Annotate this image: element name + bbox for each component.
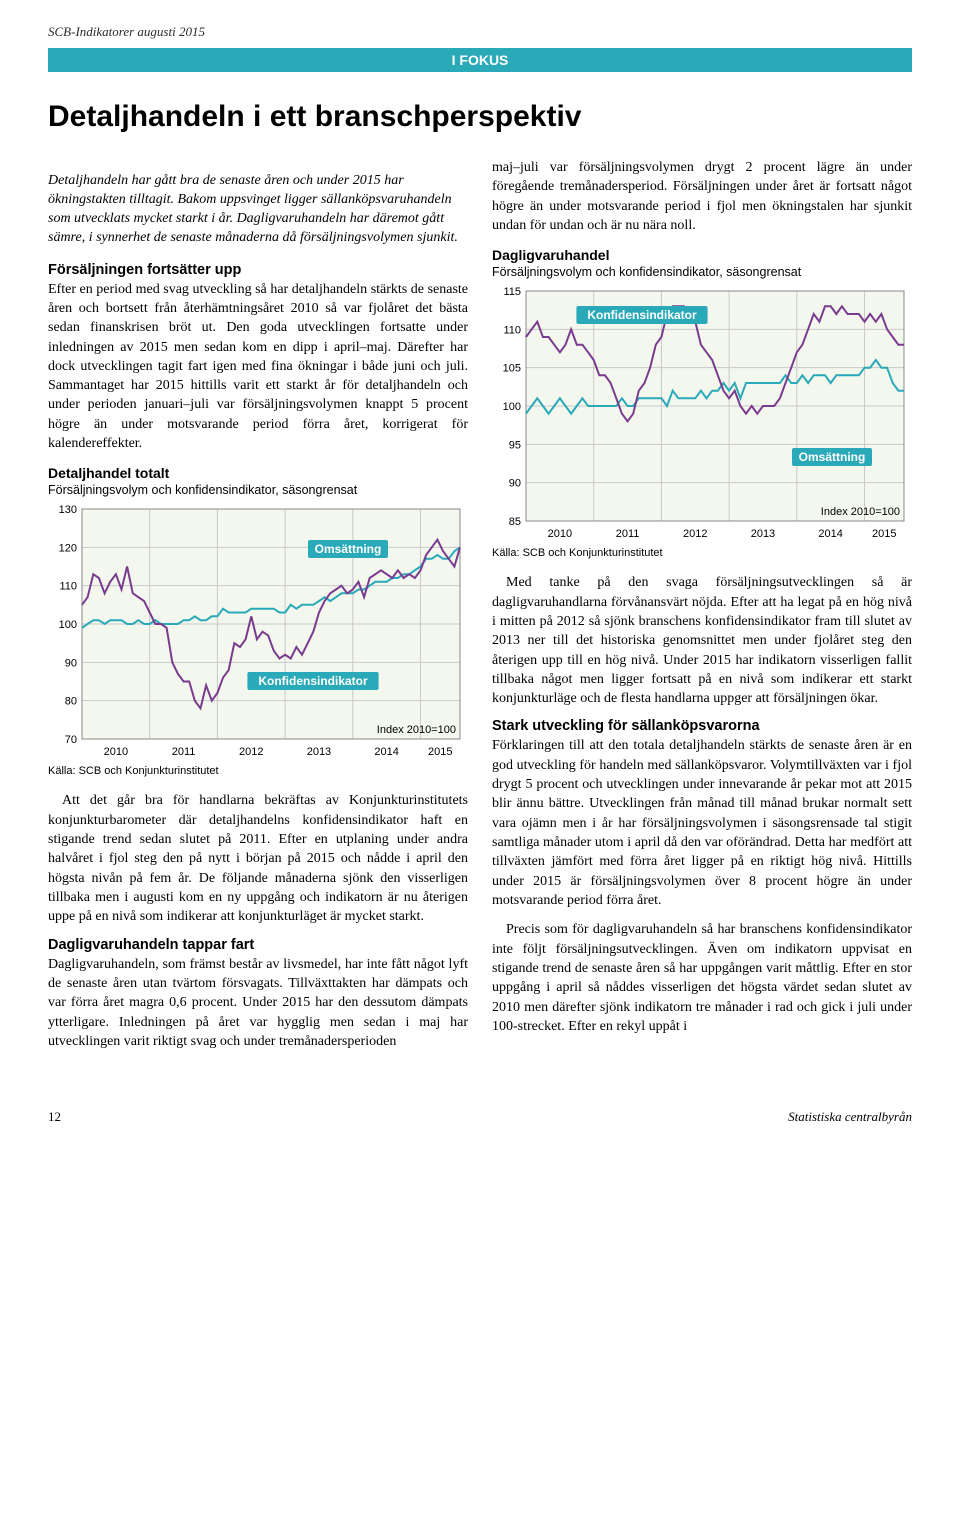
svg-text:Konfidensindikator: Konfidensindikator (587, 308, 697, 322)
svg-text:2011: 2011 (172, 746, 196, 758)
svg-text:70: 70 (65, 734, 77, 746)
svg-text:2015: 2015 (428, 746, 452, 758)
svg-text:130: 130 (59, 504, 77, 516)
chart-source: Källa: SCB och Konjunkturinstitutet (492, 547, 912, 559)
chart-source: Källa: SCB och Konjunkturinstitutet (48, 765, 468, 777)
page-footer: 12 Statistiska centralbyrån (48, 1109, 912, 1125)
svg-text:90: 90 (509, 478, 521, 490)
chart-detaljhandel-totalt: Detaljhandel totalt Försäljningsvolym oc… (48, 465, 468, 777)
body-paragraph: Dagligvaruhandeln, som främst består av … (48, 955, 468, 1052)
svg-text:100: 100 (59, 619, 77, 631)
page-title: Detaljhandeln i ett branschperspektiv (48, 100, 912, 134)
svg-text:115: 115 (503, 286, 521, 298)
svg-text:105: 105 (503, 363, 521, 375)
running-head: SCB-Indikatorer augusti 2015 (48, 24, 912, 40)
section-head: Stark utveckling för sällanköpsvarorna (492, 718, 912, 734)
svg-text:2013: 2013 (751, 528, 775, 540)
left-column: Detaljhandeln har gått bra de senaste år… (48, 158, 468, 1061)
svg-text:Omsättning: Omsättning (799, 450, 866, 464)
chart-title: Detaljhandel totalt (48, 465, 468, 481)
content-columns: Detaljhandeln har gått bra de senaste år… (48, 158, 912, 1061)
chart-svg: 85 90 95 100 105 110 115 2010 2011 2012 2013 2014 20… (492, 285, 912, 545)
svg-text:90: 90 (65, 658, 77, 670)
chart-subtitle: Försäljningsvolym och konfidensindikator… (48, 483, 468, 497)
svg-text:110: 110 (59, 581, 77, 593)
svg-text:2011: 2011 (616, 528, 640, 540)
intro-paragraph: Detaljhandeln har gått bra de senaste år… (48, 172, 468, 248)
chart-svg: 70 80 90 100 110 120 130 2010 2011 2012 2013 2014 20… (48, 503, 468, 763)
svg-text:110: 110 (503, 325, 521, 337)
body-paragraph: Precis som för dagligvaruhandeln så har … (492, 920, 912, 1036)
chart-title: Dagligvaruhandel (492, 247, 912, 263)
fokus-banner: I FOKUS (48, 48, 912, 72)
right-column: maj–juli var försäljningsvolymen drygt 2… (492, 158, 912, 1061)
svg-text:2010: 2010 (104, 746, 128, 758)
body-paragraph: Att det går bra för handlarna bekräftas … (48, 791, 468, 926)
body-paragraph: Efter en period med svag utveckling så h… (48, 280, 468, 454)
chart-dagligvaruhandel: Dagligvaruhandel Försäljningsvolym och k… (492, 247, 912, 559)
svg-text:2013: 2013 (307, 746, 331, 758)
svg-text:100: 100 (503, 401, 521, 413)
section-head: Dagligvaruhandeln tappar fart (48, 937, 468, 953)
svg-text:2012: 2012 (683, 528, 707, 540)
svg-text:80: 80 (65, 696, 77, 708)
svg-text:2014: 2014 (818, 528, 842, 540)
svg-text:95: 95 (509, 440, 521, 452)
svg-text:Index 2010=100: Index 2010=100 (377, 724, 456, 736)
page-number: 12 (48, 1109, 61, 1125)
body-paragraph: maj–juli var försäljningsvolymen drygt 2… (492, 158, 912, 235)
svg-text:2010: 2010 (548, 528, 572, 540)
publisher: Statistiska centralbyrån (788, 1109, 912, 1125)
section-head: Försäljningen fortsätter upp (48, 262, 468, 278)
svg-text:Omsättning: Omsättning (315, 542, 382, 556)
body-paragraph: Förklaringen till att den totala detaljh… (492, 736, 912, 910)
svg-text:85: 85 (509, 516, 521, 528)
svg-text:2015: 2015 (872, 528, 896, 540)
chart-subtitle: Försäljningsvolym och konfidensindikator… (492, 265, 912, 279)
svg-text:2014: 2014 (374, 746, 398, 758)
page: SCB-Indikatorer augusti 2015 I FOKUS Det… (0, 0, 960, 1157)
svg-text:120: 120 (59, 543, 77, 555)
body-paragraph: Med tanke på den svaga försäljningsutvec… (492, 573, 912, 708)
svg-text:Konfidensindikator: Konfidensindikator (258, 674, 368, 688)
svg-text:2012: 2012 (239, 746, 263, 758)
svg-text:Index 2010=100: Index 2010=100 (821, 506, 900, 518)
